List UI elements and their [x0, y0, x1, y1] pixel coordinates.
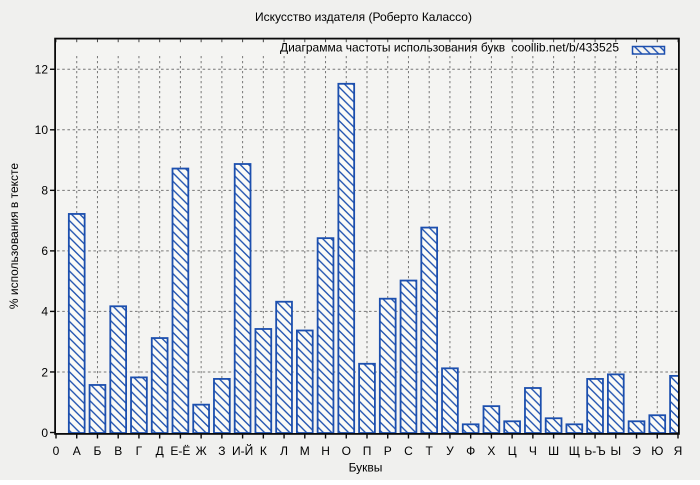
x-tick-label-Н: Н	[321, 444, 330, 458]
y-tick-label-10: 10	[35, 123, 49, 137]
x-tick-label-К: К	[260, 444, 267, 458]
bar-У	[441, 367, 459, 434]
chart-title: Искусство издателя (Роберто Калассо)	[255, 10, 472, 24]
y-tick-label-6: 6	[41, 244, 48, 258]
x-tick-label-Ч: Ч	[529, 444, 537, 458]
bar-П	[358, 362, 376, 434]
bar-Ц	[503, 420, 521, 434]
bar-Т	[420, 226, 438, 434]
bar-В	[109, 305, 128, 434]
x-tick-label-М: М	[300, 444, 310, 458]
bar-Ш	[544, 417, 563, 434]
legend: Диаграмма частоты использования букв cool…	[280, 40, 666, 55]
bar-Л	[275, 300, 293, 434]
x-tick-label-0: 0	[53, 444, 60, 458]
bar-Х	[482, 405, 501, 434]
x-tick-label-Э: Э	[632, 444, 641, 458]
gridlines	[57, 56, 677, 433]
bar-Щ	[565, 423, 584, 434]
bar-Г	[130, 376, 148, 434]
x-tick-label-Б: Б	[94, 444, 102, 458]
legend-text: Диаграмма частоты использования букв cool…	[280, 40, 619, 54]
bar-Ф	[461, 423, 480, 434]
bar-А	[67, 213, 86, 434]
bar-И-Й	[233, 163, 252, 434]
bar-Р	[378, 297, 397, 434]
bar-К	[254, 328, 273, 434]
x-tick-label-Л: Л	[280, 444, 288, 458]
x-tick-label-А: А	[73, 444, 81, 458]
bar-Ч	[524, 387, 542, 434]
bar-Э	[627, 420, 646, 434]
bar-Е-Ё	[171, 167, 190, 434]
bar-Ж	[192, 403, 210, 434]
bar-Н	[316, 237, 335, 434]
plot-border	[54, 37, 680, 435]
x-tick-label-Ц: Ц	[508, 444, 517, 458]
x-tick-label-Д: Д	[156, 444, 164, 458]
x-tick-label-С: С	[404, 444, 413, 458]
x-tick-label-У: У	[446, 444, 454, 458]
x-tick-label-Е-Ё: Е-Ё	[170, 444, 190, 458]
bar-З	[213, 378, 231, 434]
x-tick-label-Щ: Щ	[569, 444, 580, 458]
x-tick-label-О: О	[342, 444, 351, 458]
bar-М	[295, 329, 314, 434]
x-tick-label-Х: Х	[487, 444, 495, 458]
y-axis-label: % использования в тексте	[7, 163, 21, 309]
x-tick-label-Г: Г	[136, 444, 143, 458]
x-tick-label-Ж: Ж	[196, 444, 207, 458]
y-tick-label-4: 4	[41, 305, 48, 319]
bar-Ю	[648, 414, 667, 434]
x-tick-label-П: П	[363, 444, 372, 458]
legend-swatch	[631, 45, 666, 55]
bars	[67, 82, 678, 434]
x-tick-label-З: З	[218, 444, 225, 458]
bar-Б	[88, 384, 107, 434]
legend-source-url: coollib.net/b/433525	[512, 40, 620, 54]
bar-С	[399, 279, 418, 434]
x-tick-label-Т: Т	[426, 444, 434, 458]
y-tick-label-12: 12	[35, 63, 49, 77]
x-axis-label: Буквы	[349, 461, 383, 475]
bar-О	[337, 82, 356, 434]
bar-Д	[150, 337, 169, 434]
x-tick-label-Ш: Ш	[548, 444, 559, 458]
x-tick-label-Ф: Ф	[466, 444, 475, 458]
x-tick-label-Я: Я	[674, 444, 683, 458]
y-tick-label-2: 2	[41, 365, 48, 379]
x-tick-label-И-Й: И-Й	[232, 443, 253, 458]
x-tick-label-Р: Р	[384, 444, 392, 458]
bar-Ь-Ъ	[586, 378, 604, 434]
x-tick-label-Ы: Ы	[610, 444, 621, 458]
y-tick-label-8: 8	[41, 184, 48, 198]
bar-Ы	[607, 373, 625, 434]
legend-series-label: Диаграмма частоты использования букв	[280, 40, 505, 54]
x-tick-label-Ь-Ъ: Ь-Ъ	[584, 444, 605, 458]
y-tick-label-0: 0	[41, 426, 48, 440]
x-tick-label-В: В	[114, 444, 122, 458]
x-tick-label-Ю: Ю	[651, 444, 663, 458]
